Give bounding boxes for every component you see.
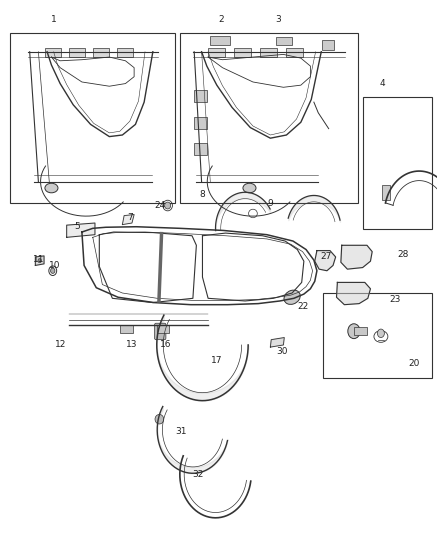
Text: 1: 1 <box>51 15 57 25</box>
Polygon shape <box>336 282 371 305</box>
Text: 9: 9 <box>268 199 273 208</box>
Text: 11: 11 <box>33 255 44 264</box>
Bar <box>363 97 432 229</box>
Circle shape <box>38 259 42 263</box>
Bar <box>157 325 169 333</box>
Text: 22: 22 <box>297 302 308 311</box>
Circle shape <box>50 268 55 273</box>
Bar <box>10 33 176 203</box>
Bar <box>120 325 133 333</box>
Bar <box>194 143 207 155</box>
Bar <box>194 117 207 128</box>
Polygon shape <box>67 223 95 237</box>
Polygon shape <box>341 245 372 269</box>
Bar <box>382 185 391 200</box>
Text: 7: 7 <box>127 213 133 222</box>
Text: 12: 12 <box>54 341 66 350</box>
Text: 30: 30 <box>276 347 288 356</box>
Bar <box>260 48 277 56</box>
Bar <box>322 39 334 50</box>
Bar <box>208 48 225 56</box>
Text: 23: 23 <box>389 295 401 304</box>
Ellipse shape <box>165 202 171 209</box>
Ellipse shape <box>155 415 164 424</box>
Bar <box>69 48 85 56</box>
Polygon shape <box>315 251 336 271</box>
Ellipse shape <box>243 183 256 193</box>
Circle shape <box>378 329 385 337</box>
Ellipse shape <box>284 290 300 304</box>
Circle shape <box>348 324 360 338</box>
Bar <box>323 293 432 378</box>
Bar <box>117 48 133 56</box>
Text: 17: 17 <box>211 357 223 366</box>
Bar <box>234 48 251 56</box>
Text: 8: 8 <box>200 190 205 199</box>
Text: 2: 2 <box>219 15 224 25</box>
Bar <box>354 327 367 335</box>
Text: 4: 4 <box>379 79 385 88</box>
Bar <box>210 36 230 45</box>
Text: 31: 31 <box>175 427 187 437</box>
Bar <box>286 48 303 56</box>
Text: 5: 5 <box>74 222 81 231</box>
Text: 16: 16 <box>160 341 172 350</box>
Text: 24: 24 <box>155 201 166 210</box>
Polygon shape <box>270 337 284 347</box>
Bar <box>45 48 61 56</box>
Bar <box>194 91 207 102</box>
Text: 10: 10 <box>49 261 60 270</box>
Text: 3: 3 <box>275 15 281 25</box>
Bar <box>276 37 292 45</box>
Polygon shape <box>35 256 44 265</box>
Text: 27: 27 <box>320 253 331 262</box>
Text: 20: 20 <box>408 359 420 367</box>
Bar <box>93 48 110 56</box>
Polygon shape <box>122 215 134 224</box>
Text: 32: 32 <box>192 470 204 479</box>
Bar <box>180 33 358 203</box>
Text: 28: 28 <box>397 251 408 260</box>
Ellipse shape <box>45 183 58 193</box>
FancyBboxPatch shape <box>155 323 166 340</box>
Text: 13: 13 <box>126 341 138 350</box>
